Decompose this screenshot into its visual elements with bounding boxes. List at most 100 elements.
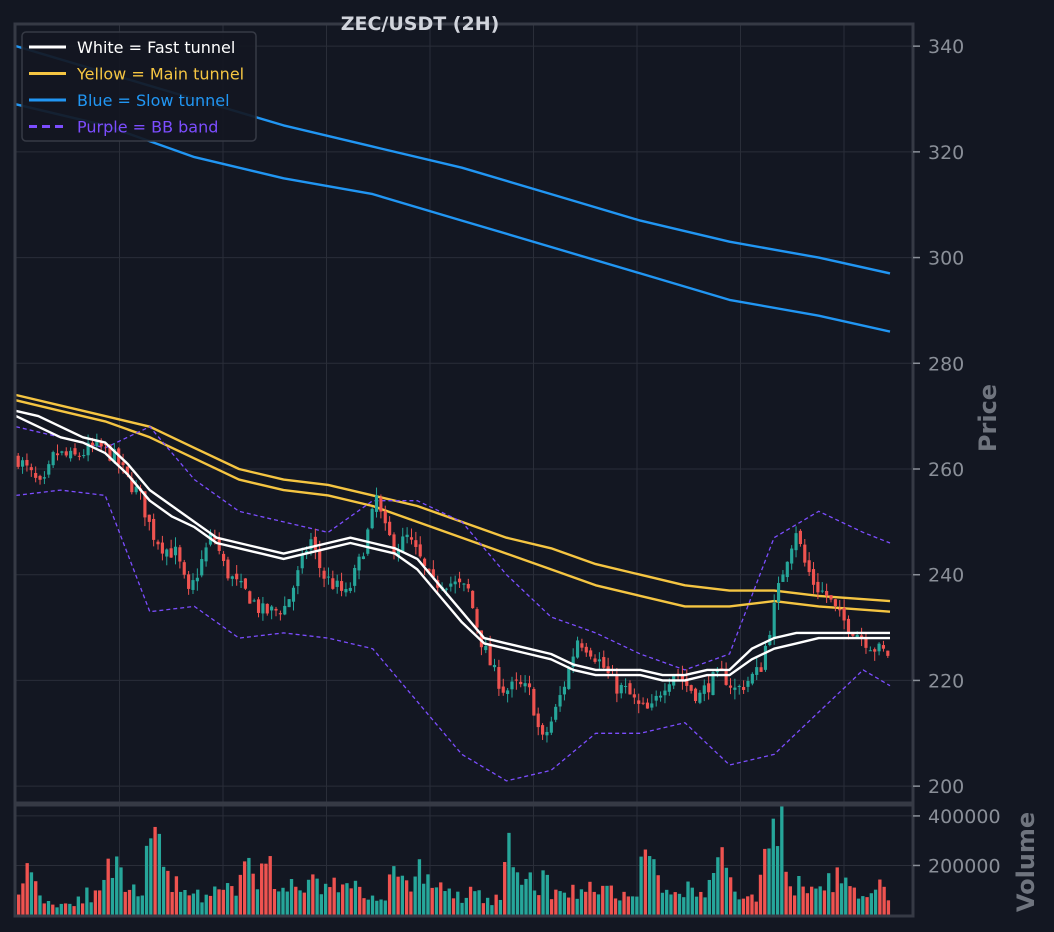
volume-bar <box>285 891 289 915</box>
candle-body <box>55 453 60 456</box>
volume-bar <box>277 891 281 915</box>
volume-bar <box>605 885 609 915</box>
candle-body <box>95 440 99 447</box>
volume-bar <box>767 848 771 915</box>
candle-body <box>335 580 339 587</box>
volume-bar <box>626 896 630 915</box>
candle-body <box>261 603 265 614</box>
candle-body <box>877 643 881 652</box>
volume-bar <box>848 886 852 915</box>
volume-bar <box>788 886 793 915</box>
volume-bar <box>187 895 191 915</box>
volume-bar <box>456 891 460 915</box>
volume-bar <box>153 826 157 915</box>
candle-body <box>772 603 776 638</box>
candle-body <box>287 599 291 608</box>
volume-bar <box>68 903 72 915</box>
candle-body <box>379 497 383 512</box>
candle-body <box>256 599 261 613</box>
candle-body <box>409 537 414 540</box>
candle-body <box>645 702 650 709</box>
candle-body <box>444 588 449 590</box>
volume-panel: 200000 400000 Volume <box>13 803 1040 918</box>
candle-body <box>510 681 514 690</box>
candle-body <box>698 692 702 703</box>
volume-bar <box>102 879 106 915</box>
volume-bar <box>127 889 132 915</box>
candle-body <box>353 567 357 586</box>
candle-body <box>431 569 435 578</box>
candle-body <box>318 549 322 569</box>
volume-bar <box>358 886 362 915</box>
candle-body <box>187 574 191 589</box>
volume-bar <box>93 890 98 915</box>
volume-bar <box>260 863 264 915</box>
volume-bar <box>737 899 741 915</box>
volume-bar <box>366 899 370 915</box>
volume-axis-label: Volume <box>1012 812 1040 912</box>
main-tunnel-line-lower <box>15 399 891 613</box>
candle-body <box>575 640 580 658</box>
candle-body <box>309 539 313 550</box>
candle-body <box>541 725 545 735</box>
volume-bar <box>549 899 554 915</box>
volume-bar <box>652 859 656 915</box>
candle-body <box>776 583 781 602</box>
volume-bar <box>157 833 162 915</box>
volume-bar <box>507 832 511 915</box>
volume-bar <box>379 899 383 915</box>
legend-box <box>21 31 257 142</box>
candle-body <box>650 703 654 708</box>
legend-label: White = Fast tunnel <box>77 38 235 57</box>
candle-body <box>663 690 667 696</box>
candle-body <box>632 694 636 698</box>
volume-axis-ticks: 200000 400000 <box>913 806 1001 877</box>
volume-bar <box>132 884 136 915</box>
volume-bar <box>780 806 784 915</box>
candle-body <box>811 569 816 585</box>
volume-bar <box>144 845 149 915</box>
candle-body <box>25 459 29 466</box>
volume-bar <box>861 896 865 915</box>
candle-body <box>628 683 632 695</box>
candle-body <box>248 591 252 604</box>
volume-bar <box>690 887 694 915</box>
candle-body <box>492 664 497 668</box>
volume-bar <box>677 893 682 915</box>
price-grid <box>15 25 912 802</box>
candle-body <box>191 580 195 590</box>
volume-bar <box>575 898 579 915</box>
volume-bar <box>447 888 451 915</box>
candle-body <box>479 630 483 648</box>
candle-body <box>484 645 488 651</box>
volume-bar <box>665 889 669 915</box>
candle-body <box>549 721 553 733</box>
volume-bar <box>55 907 59 915</box>
volume-bar <box>844 877 848 915</box>
volume-bar <box>294 886 298 915</box>
price-tick-label: 240 <box>928 565 964 587</box>
volume-bar <box>639 856 643 915</box>
volume-bar <box>809 886 814 915</box>
volume-bar <box>856 898 861 915</box>
candle-body <box>667 684 671 692</box>
volume-bar <box>251 873 255 915</box>
candle-body <box>554 706 558 720</box>
volume-bar <box>443 891 447 915</box>
candle-body <box>545 731 549 736</box>
volume-bar <box>85 887 89 915</box>
volume-bar <box>89 902 93 915</box>
candle-body <box>449 583 453 587</box>
main-tunnel <box>15 393 891 613</box>
volume-bar <box>166 870 170 915</box>
price-tick-label: 280 <box>928 353 964 375</box>
candle-body <box>654 695 658 701</box>
candle-body <box>383 511 387 524</box>
volume-bar <box>571 884 575 915</box>
volume-bar <box>660 892 665 915</box>
volume-bar <box>332 877 336 915</box>
candle-body <box>488 643 492 666</box>
candle-body <box>64 451 68 456</box>
candle-body <box>825 590 829 596</box>
